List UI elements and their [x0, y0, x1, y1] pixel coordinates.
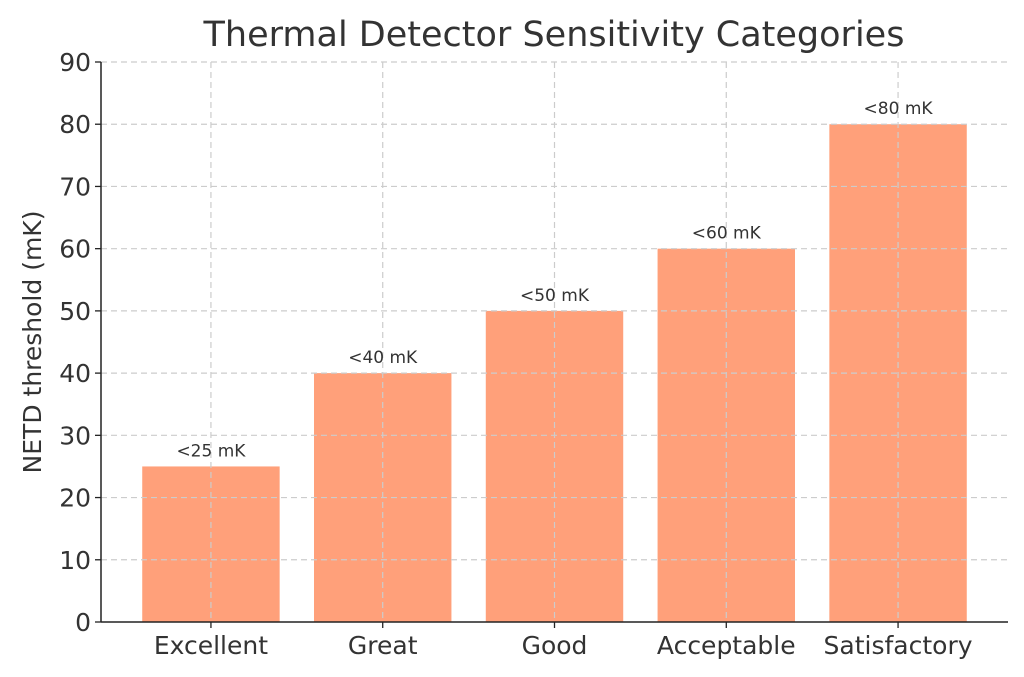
data-label: <80 mK [864, 99, 934, 119]
y-tick-label: 70 [59, 172, 91, 201]
y-tick-label: 0 [75, 608, 91, 637]
y-tick-label: 60 [59, 235, 91, 264]
data-label: <50 mK [520, 286, 590, 306]
x-tick-label: Good [522, 631, 588, 660]
y-tick-label: 90 [59, 48, 91, 77]
y-tick-label: 20 [59, 484, 91, 513]
data-label: <25 mK [176, 441, 246, 461]
x-tick-label: Acceptable [657, 631, 796, 660]
data-label: <60 mK [692, 224, 762, 244]
y-axis-label: NETD threshold (mK) [18, 211, 47, 474]
y-tick-label: 80 [59, 110, 91, 139]
data-label: <40 mK [348, 348, 418, 368]
x-tick-label: Satisfactory [824, 631, 973, 660]
y-tick-label: 50 [59, 297, 91, 326]
y-tick-label: 30 [59, 421, 91, 450]
y-tick-label: 10 [59, 546, 91, 575]
chart-title: Thermal Detector Sensitivity Categories [203, 15, 905, 55]
x-tick-label: Great [348, 631, 418, 660]
x-tick-label: Excellent [154, 631, 268, 660]
y-tick-label: 40 [59, 359, 91, 388]
